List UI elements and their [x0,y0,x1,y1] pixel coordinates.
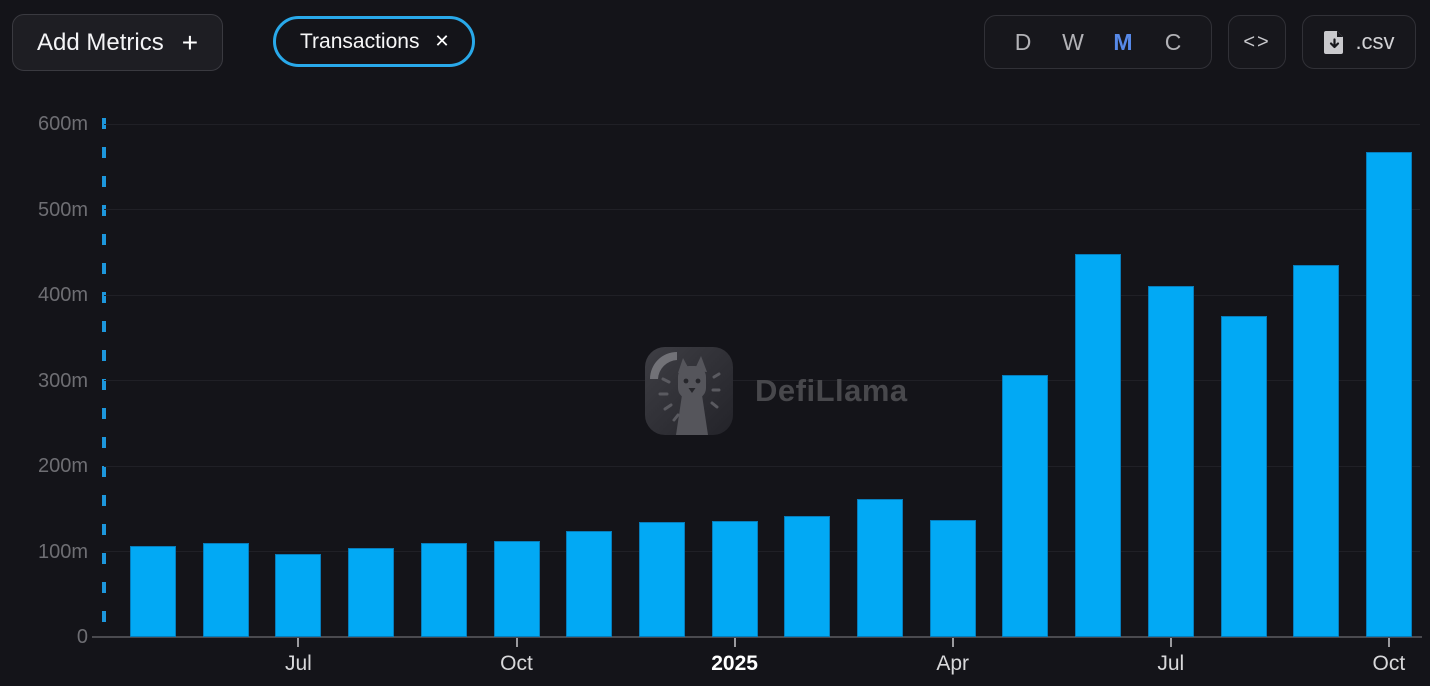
dashed-axis-guide [102,118,106,639]
file-download-icon [1324,30,1344,54]
bar-oct-2025[interactable] [1365,152,1412,637]
bar-aug-2025[interactable] [1220,315,1267,637]
y-axis: 0 100m 200m 300m 400m 500m 600m [0,113,88,648]
add-metrics-label: Add Metrics [37,28,164,56]
y-tick-label: 600m [37,113,88,135]
bar-may-2024[interactable] [130,545,176,637]
bar-dec-2024[interactable] [638,522,685,637]
interval-option-D[interactable]: D [1014,28,1032,55]
bar-feb-2025[interactable] [784,516,831,637]
x-axis-line [92,636,1422,638]
bar-apr-2025[interactable] [929,519,976,637]
bar-jan-2025[interactable] [711,520,758,637]
gridline [104,465,1420,467]
embed-button[interactable]: <> [1228,15,1286,69]
bar-jun-2025[interactable] [1075,253,1122,637]
bar-jun-2024[interactable] [202,542,249,637]
metric-pill-transactions[interactable]: Transactions ✕ [273,16,475,67]
x-axis-tick [1169,638,1172,647]
y-tick-label: 300m [37,369,88,392]
x-axis-tick [1387,638,1390,647]
interval-option-W[interactable]: W [1062,28,1084,55]
gridline [104,209,1420,210]
plot-area: Jul Oct 2025 Apr Jul Oct [92,118,1422,675]
add-metrics-button[interactable]: Add Metrics + [12,14,224,71]
y-tick-label: 500m [37,198,88,221]
y-tick-label: 200m [37,455,88,477]
x-tick-label: 2025 [711,652,758,675]
embed-code-icon: <> [1243,30,1271,53]
bar-aug-2024[interactable] [348,548,395,637]
bar-jul-2025[interactable] [1147,285,1194,637]
gridline [104,123,1420,125]
x-tick-label: Oct [500,652,533,675]
csv-label: .csv [1355,29,1395,54]
x-axis-tick [951,638,954,647]
x-tick-label: Jul [284,652,312,675]
bar-nov-2024[interactable] [566,530,613,637]
close-icon[interactable]: ✕ [434,31,450,51]
x-tick-label: Jul [1157,652,1185,675]
gridline [104,380,1420,381]
y-tick-label: 400m [37,284,88,306]
x-axis-tick [297,638,300,647]
y-tick-label: 0 [76,626,88,648]
x-axis-tick [515,638,518,647]
bar-sep-2025[interactable] [1293,265,1340,637]
bar-jul-2024[interactable] [275,554,322,637]
interval-option-C[interactable]: C [1164,28,1182,55]
x-axis-tick [733,638,736,647]
bar-sep-2024[interactable] [420,542,467,637]
x-tick-label: Oct [1372,652,1406,675]
download-csv-button[interactable]: .csv [1302,15,1416,69]
gridline [104,294,1420,296]
y-tick-label: 100m [37,540,88,563]
bar-mar-2025[interactable] [857,499,903,637]
bar-may-2025[interactable] [1002,375,1049,637]
interval-option-M[interactable]: M [1113,28,1133,55]
metric-pill-label: Transactions [300,29,420,53]
bar-oct-2024[interactable] [493,541,540,637]
gridline [104,551,1420,552]
x-tick-label: Apr [936,652,970,675]
plus-icon: + [181,26,199,58]
